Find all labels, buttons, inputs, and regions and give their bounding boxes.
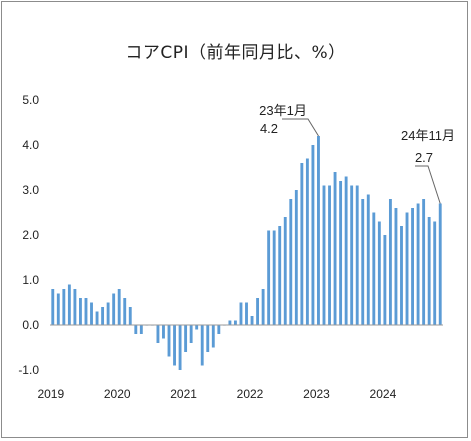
bar [333, 172, 337, 325]
bar [339, 181, 343, 325]
bar [128, 307, 132, 325]
bar [344, 176, 348, 325]
bar [383, 235, 387, 325]
bar [112, 293, 116, 325]
bar [416, 203, 420, 325]
bar [173, 325, 176, 366]
bar [167, 325, 171, 357]
x-tick-label: 2023 [303, 387, 330, 401]
bar [239, 302, 243, 325]
bar [211, 325, 215, 348]
y-tick-label: 5.0 [22, 93, 39, 107]
annotation-leader-line [282, 118, 319, 137]
bar [139, 325, 143, 334]
bar [117, 289, 121, 325]
bar [305, 158, 309, 325]
bar [134, 325, 138, 334]
annotation-label: 24年11月 [401, 128, 455, 143]
y-tick-label: 3.0 [22, 183, 39, 197]
bar [267, 230, 271, 325]
bar [400, 226, 403, 325]
bar [377, 221, 381, 325]
bar [189, 325, 193, 343]
bar [62, 289, 66, 325]
bar [294, 190, 298, 325]
bar [51, 289, 55, 325]
bar [438, 203, 442, 325]
bar [422, 199, 426, 325]
bar [278, 226, 282, 325]
bar [73, 289, 77, 325]
y-tick-label: -1.0 [18, 363, 39, 377]
bar [206, 325, 210, 352]
bar [178, 325, 182, 370]
bar [195, 325, 199, 330]
bar [217, 325, 221, 334]
x-tick-label: 2020 [104, 387, 131, 401]
bar [90, 302, 93, 325]
bar [311, 145, 315, 325]
bar [283, 217, 287, 325]
y-tick-label: 2.0 [22, 228, 39, 242]
bar [228, 320, 232, 325]
bar [427, 217, 431, 325]
bar [261, 289, 265, 325]
bar [250, 316, 254, 325]
bar [184, 325, 188, 352]
bar [317, 136, 320, 325]
bar [394, 208, 398, 325]
bar [233, 320, 237, 325]
bar [156, 325, 160, 343]
y-tick-label: 1.0 [22, 273, 39, 287]
bar [245, 302, 248, 325]
x-tick-label: 2019 [37, 387, 64, 401]
bar [56, 293, 60, 325]
bar [123, 298, 127, 325]
bar [67, 284, 71, 325]
bar [272, 230, 276, 325]
y-tick-label: 4.0 [22, 138, 39, 152]
bar [101, 307, 105, 325]
y-tick-label: 0.0 [22, 318, 39, 332]
annotation-label: 23年1月 [259, 103, 307, 118]
annotation-value: 4.2 [260, 121, 278, 136]
bar [162, 325, 165, 339]
bar [355, 185, 359, 325]
bar [84, 298, 88, 325]
bar [322, 185, 326, 325]
bar [106, 302, 110, 325]
x-tick-label: 2022 [237, 387, 264, 401]
bar [79, 298, 82, 325]
annotation-value: 2.7 [415, 150, 433, 165]
bar [433, 221, 437, 325]
bar [361, 199, 365, 325]
bar [300, 163, 304, 325]
x-tick-label: 2024 [370, 387, 397, 401]
bar [388, 199, 392, 325]
bar [328, 185, 331, 325]
bar [289, 199, 293, 325]
bar [256, 298, 260, 325]
bar [95, 311, 99, 325]
annotation-leader-line [415, 165, 441, 204]
x-tick-label: 2021 [170, 387, 197, 401]
bar [366, 194, 370, 325]
bar [350, 185, 354, 325]
bar [411, 208, 414, 325]
bar [405, 212, 409, 325]
bar [372, 212, 376, 325]
chart-title: コアCPI（前年同月比、%） [125, 43, 346, 63]
bar [200, 325, 204, 366]
